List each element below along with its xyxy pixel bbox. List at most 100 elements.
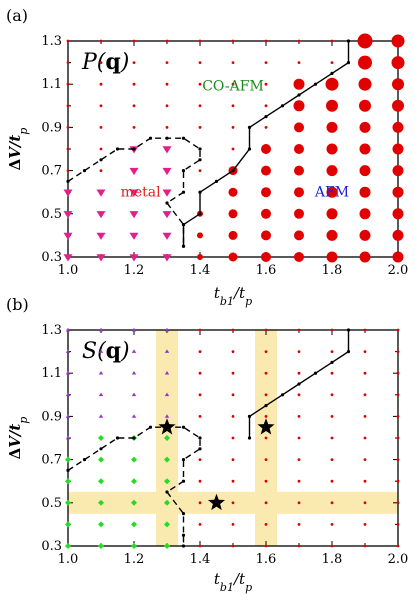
- red-point: [264, 458, 268, 461]
- phase-boundary-dashed-vertex: [66, 179, 70, 183]
- red-point: [231, 523, 235, 526]
- afm-point: [392, 229, 404, 241]
- data-point-small: [264, 39, 268, 43]
- metal-point: [162, 167, 172, 176]
- afm-point: [326, 143, 338, 155]
- red-point: [297, 479, 301, 483]
- y-tick-label: 0.7: [41, 164, 62, 179]
- data-point-small: [99, 147, 103, 151]
- green-point: [98, 456, 104, 463]
- red-point: [297, 523, 301, 526]
- phase-boundary-dashed-vertex: [198, 436, 202, 440]
- phase-boundary-solid-vertex: [214, 179, 219, 183]
- afm-point: [357, 33, 373, 49]
- red-point: [363, 479, 367, 483]
- red-point: [231, 393, 235, 397]
- metal-point: [129, 232, 139, 240]
- red-point: [396, 350, 400, 353]
- red-point: [264, 544, 268, 548]
- phase-boundary-dashed-vertex: [198, 447, 202, 451]
- red-point: [231, 479, 235, 483]
- afm-point: [294, 230, 304, 241]
- green-point: [98, 521, 104, 528]
- metal-point: [63, 232, 73, 240]
- red-point: [330, 393, 334, 397]
- purple-point: [65, 435, 71, 440]
- metal-point: [162, 232, 172, 240]
- data-point-small: [165, 39, 169, 43]
- data-point-small: [66, 126, 70, 129]
- afm-point: [261, 230, 271, 241]
- red-point: [363, 544, 367, 548]
- x-tick-label: 1.0: [58, 263, 79, 278]
- afm-point: [326, 208, 338, 220]
- phase-boundary-dashed-vertex: [198, 158, 202, 162]
- data-point-small: [99, 39, 103, 43]
- red-point: [231, 436, 235, 440]
- y-tick-label: 0.9: [41, 120, 62, 135]
- red-point: [198, 501, 202, 505]
- afm-point: [293, 100, 305, 112]
- x-tick-label: 1.8: [322, 263, 343, 278]
- metal-point: [96, 232, 106, 240]
- afm-point: [392, 208, 404, 220]
- red-point: [396, 501, 400, 505]
- y-tick-label: 1.3: [41, 323, 62, 338]
- metal-point: [162, 189, 172, 197]
- metal-point: [162, 211, 172, 219]
- panel-b: 1.0 1.2 1.4 1.6 1.8 2.0 0.3 0.5 0.7 0.9 1.1 1.3 tb1/…: [6, 295, 408, 594]
- afm-point: [261, 208, 271, 219]
- afm-point: [228, 209, 238, 219]
- purple-point: [65, 349, 71, 353]
- metal-point: [162, 254, 172, 262]
- afm-point: [392, 121, 404, 133]
- inset-title: P(q): [81, 49, 129, 75]
- data-point-small: [198, 61, 202, 64]
- afm-point: [293, 78, 305, 90]
- data-point-small: [132, 61, 136, 64]
- afm-point: [358, 77, 372, 91]
- x-tick-label: 1.8: [322, 552, 343, 567]
- ticks: 1.0 1.2 1.4 1.6 1.8 2.0 0.3 0.5 0.7 0.9 1.1 1.3: [41, 323, 408, 567]
- metal-point: [162, 146, 172, 154]
- phase-boundary-solid-vertex: [280, 104, 285, 108]
- region-label: AFM: [314, 185, 349, 201]
- red-point: [363, 415, 367, 418]
- afm-point: [392, 186, 404, 198]
- purple-point: [98, 392, 104, 397]
- y-tick-label: 0.3: [41, 250, 62, 265]
- phase-boundary-solid-vertex: [297, 93, 301, 97]
- purple-point: [131, 327, 137, 332]
- red-point: [396, 415, 400, 418]
- purple-point: [164, 414, 170, 418]
- metal-point: [96, 211, 106, 219]
- phase-boundary-solid-vertex: [247, 414, 252, 418]
- afm-point: [197, 232, 203, 239]
- data-point-small: [198, 104, 202, 108]
- afm-point: [261, 252, 271, 262]
- data-point-small: [231, 104, 235, 108]
- phase-boundary-solid-vertex: [313, 371, 318, 375]
- data-point-small: [66, 169, 70, 173]
- phase-boundary-solid-vertex: [313, 82, 318, 86]
- star-marker: [158, 418, 176, 435]
- red-point: [330, 458, 334, 461]
- afm-point: [294, 144, 304, 154]
- red-point: [330, 479, 334, 483]
- red-point: [231, 371, 235, 375]
- x-tick-label: 2.0: [388, 263, 409, 278]
- phase-boundary-solid-vertex: [264, 404, 268, 408]
- phase-boundary-dashed-vertex: [115, 147, 120, 151]
- data-point-small: [99, 61, 103, 64]
- green-point: [131, 543, 137, 549]
- phase-boundary-dashed-vertex: [165, 201, 169, 205]
- afm-point: [391, 56, 405, 70]
- red-point: [330, 544, 334, 548]
- afm-point: [359, 208, 371, 220]
- afm-point: [359, 251, 371, 263]
- phase-boundary-dashed-vertex: [99, 158, 103, 162]
- red-point: [231, 328, 235, 332]
- red-point: [198, 458, 202, 461]
- green-point: [131, 456, 137, 463]
- green-point: [65, 521, 71, 528]
